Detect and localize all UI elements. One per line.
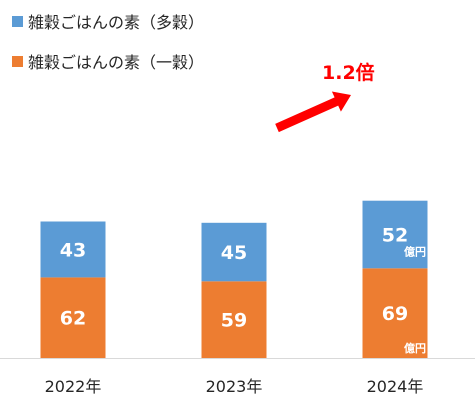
legend-label-multigrain: 雑穀ごはんの素（多穀） [28, 13, 205, 32]
bar-singlegrain-2024年 [362, 268, 428, 358]
bar-multigrain-2023年 [201, 222, 267, 282]
data-label-multigrain-2022年: 43 [60, 239, 86, 261]
x-tick-label-2022年: 2022年 [45, 377, 102, 396]
growth-annotation: 1.2倍 [322, 61, 375, 84]
legend-swatch-multigrain [12, 15, 23, 27]
x-tick-label-2023年: 2023年 [206, 377, 263, 396]
legend-swatch-singlegrain [12, 55, 23, 67]
bar-singlegrain-2022年 [40, 277, 106, 358]
legend-item-multigrain: 雑穀ごはんの素（多穀） [12, 10, 204, 32]
growth-arrow-icon [275, 91, 351, 133]
data-label-singlegrain-2023年: 59 [221, 310, 247, 332]
data-label-singlegrain-2024年: 69 [382, 303, 408, 325]
legend-label-singlegrain: 雑穀ごはんの素（一穀） [28, 53, 205, 72]
data-label-multigrain-2024年: 52 [382, 225, 408, 247]
data-label-multigrain-2023年: 45 [221, 242, 247, 264]
unit-label-singlegrain: 億円 [404, 341, 426, 355]
chart-legend: 雑穀ごはんの素（多穀） 雑穀ごはんの素（一穀） [12, 10, 204, 90]
bar-multigrain-2024年 [362, 200, 428, 269]
data-label-singlegrain-2022年: 62 [60, 308, 86, 330]
bar-singlegrain-2023年 [201, 281, 267, 358]
x-tick-label-2024年: 2024年 [367, 377, 424, 396]
legend-item-singlegrain: 雑穀ごはんの素（一穀） [12, 50, 204, 72]
unit-label-multigrain: 億円 [404, 244, 426, 258]
bar-multigrain-2022年 [40, 221, 106, 278]
